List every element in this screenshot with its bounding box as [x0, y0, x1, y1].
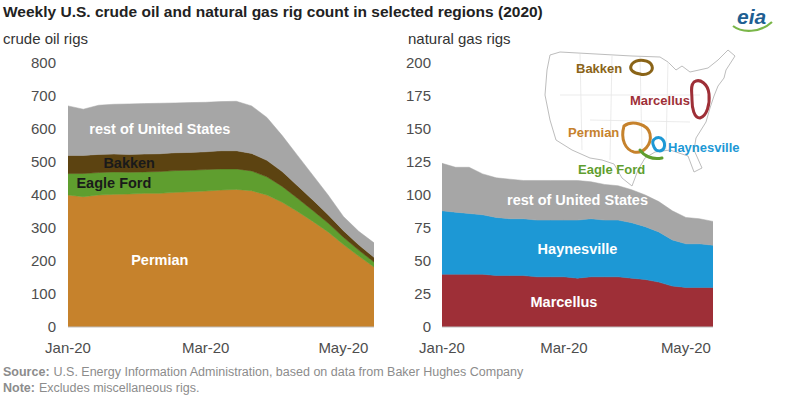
plot-area	[442, 163, 713, 327]
y-axis-label: crude oil rigs	[3, 30, 88, 47]
plot-area	[68, 101, 374, 327]
x-tick-label: Mar-20	[540, 339, 588, 356]
source: Source: U.S. Energy Information Administr…	[3, 365, 524, 379]
x-axis-line	[68, 327, 374, 328]
y-tick-label: 200	[406, 54, 431, 71]
map-label: Eagle Ford	[578, 162, 645, 177]
x-tick-label: Mar-20	[182, 339, 230, 356]
map-region	[631, 60, 653, 74]
y-tick-label: 600	[31, 120, 56, 137]
chart-root: Weekly U.S. crude oil and natural gas ri…	[0, 0, 789, 396]
y-tick-label: 75	[414, 219, 431, 236]
area	[68, 101, 374, 257]
y-tick-label: 175	[406, 87, 431, 104]
x-tick-label: May-20	[661, 339, 711, 356]
note-text: Excludes miscellaneous rigs.	[39, 381, 200, 395]
x-tick-label: May-20	[318, 339, 368, 356]
series-label: rest of United States	[507, 192, 648, 208]
map-outline	[545, 50, 735, 186]
title: Weekly U.S. crude oil and natural gas ri…	[3, 3, 543, 20]
map-label: Marcellus	[630, 93, 690, 108]
y-tick-label: 50	[414, 252, 431, 269]
panel: crude oil rigs 0 100 200 300 400 500 600 700 800 P…	[3, 30, 374, 356]
note: Note: Excludes miscellaneous rigs.	[3, 381, 199, 395]
series-label: Eagle Ford	[76, 175, 151, 191]
y-tick-label: 400	[31, 186, 56, 203]
x-tick-label: Jan-20	[45, 339, 91, 356]
note-label: Note:	[3, 381, 35, 395]
source-text: U.S. Energy Information Administration, …	[54, 365, 524, 379]
map-region	[692, 81, 710, 118]
map-region	[640, 150, 662, 159]
series-label: Haynesville	[538, 241, 618, 257]
y-tick-label: 200	[31, 252, 56, 269]
y-tick-label: 100	[406, 186, 431, 203]
map-state-line	[590, 120, 690, 122]
x-axis-line	[442, 327, 713, 328]
logo: eia	[733, 5, 772, 31]
map-region	[653, 138, 665, 151]
series-label: rest of United States	[89, 121, 230, 137]
series-label: Marcellus	[530, 294, 597, 310]
logo-text: eia	[737, 5, 767, 28]
y-tick-label: 100	[31, 285, 56, 302]
map-inset: Bakken Marcellus Permian Haynesville Eagle F…	[545, 50, 740, 186]
y-tick-label: 500	[31, 153, 56, 170]
x-tick-label: Jan-20	[419, 339, 465, 356]
source-label: Source:	[3, 365, 50, 379]
y-tick-label: 0	[423, 318, 431, 335]
background	[0, 0, 789, 396]
y-tick-label: 300	[31, 219, 56, 236]
y-tick-label: 25	[414, 285, 431, 302]
map-region	[623, 123, 651, 152]
series-label: Permian	[131, 252, 188, 268]
map-label: Bakken	[576, 61, 622, 76]
map-label: Permian	[568, 125, 619, 140]
series-label: Bakken	[103, 155, 155, 171]
map-label: Haynesville	[668, 140, 740, 155]
y-tick-label: 700	[31, 87, 56, 104]
y-tick-label: 150	[406, 120, 431, 137]
y-tick-label: 800	[31, 54, 56, 71]
y-tick-label: 125	[406, 153, 431, 170]
y-tick-label: 0	[48, 318, 56, 335]
y-axis-label: natural gas rigs	[408, 30, 511, 47]
